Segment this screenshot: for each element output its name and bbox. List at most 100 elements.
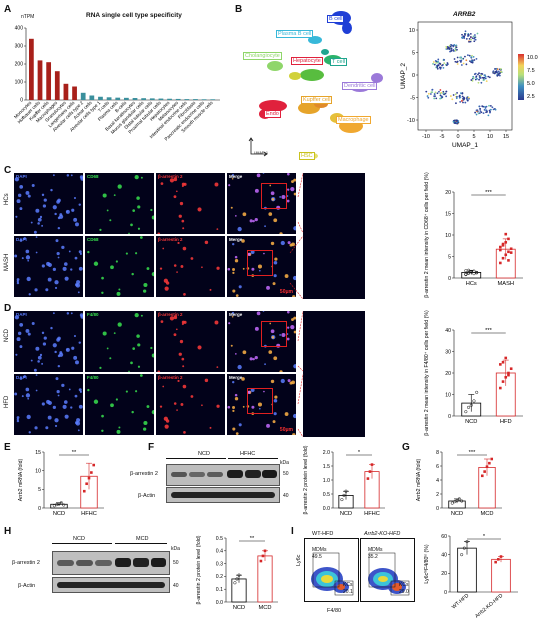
- umap-cell-point: [478, 78, 480, 81]
- micro-dot: [14, 254, 18, 258]
- umap-cell-point: [439, 63, 442, 65]
- chart-h-point: [259, 559, 263, 563]
- umap-cell-point: [494, 68, 496, 70]
- micro-dot: [228, 322, 231, 325]
- chart-a-bar: [37, 60, 43, 100]
- umap-cell-point: [468, 40, 470, 43]
- micro-dot: [25, 255, 31, 260]
- umap-cell-point: [456, 122, 458, 125]
- micro-dot: [26, 276, 31, 282]
- chart-e-point: [85, 482, 88, 486]
- micro-dot: [19, 207, 23, 211]
- micro-dot: [287, 241, 291, 245]
- chart-c-ytick-label: 5: [448, 254, 451, 260]
- blot-f-group-ncd: NCD: [198, 451, 210, 457]
- umap-cell-point: [433, 63, 436, 66]
- chart-c-ytick-label: 15: [445, 211, 451, 217]
- umap-cell-point: [463, 35, 466, 38]
- cluster-label-dendritic-cell: Dendritic cell: [342, 82, 378, 90]
- micro-dot: [110, 403, 114, 408]
- micrograph-c-r1-c3: Merge 50μm: [227, 236, 296, 297]
- micro-dot: [52, 405, 56, 409]
- blot-h-group-ncd: NCD: [73, 536, 85, 542]
- umap-cell-point: [480, 74, 483, 77]
- micro-dot: [173, 195, 177, 199]
- row-label-ncd: NCD: [4, 329, 10, 342]
- micrograph-c-r0-c2: β-arrestin 2: [156, 173, 225, 234]
- micro-dot: [128, 232, 130, 234]
- umap-cell-point: [487, 114, 490, 117]
- micro-dot: [19, 323, 24, 327]
- blot-h-band-arrestin: [52, 551, 170, 575]
- micro-dot: [101, 276, 104, 280]
- micro-dot: [137, 227, 141, 230]
- umap-cell-point: [456, 95, 458, 98]
- micro-dot: [160, 320, 164, 323]
- cluster-label-b-cell: B cell: [327, 15, 345, 23]
- umap-cell-point: [455, 102, 457, 105]
- micro-dot: [231, 173, 235, 176]
- micro-dot: [66, 174, 70, 177]
- micro-dot: [263, 252, 265, 255]
- panel-label-e: E: [4, 442, 11, 453]
- micro-dot: [130, 223, 133, 227]
- blot-f-group-hfhc: HFHC: [240, 451, 256, 457]
- micro-dot: [279, 196, 282, 198]
- micro-dot: [143, 282, 148, 288]
- panel-label-h: H: [4, 526, 12, 537]
- chart-a-bar: [80, 92, 86, 100]
- umap-cell-point: [461, 100, 463, 102]
- micro-dot: [79, 175, 83, 179]
- micro-dot: [249, 357, 253, 361]
- micro-dot: [293, 178, 296, 182]
- micro-dot: [270, 379, 275, 384]
- micro-dot: [273, 398, 278, 403]
- micro-dot: [157, 370, 161, 372]
- umap-cell-point: [469, 36, 472, 38]
- umap-cell-point: [494, 71, 497, 74]
- micro-dot: [230, 206, 233, 209]
- chart-i-category: Arrb2-KO-HFD: [474, 593, 504, 620]
- zoom-region-box: [247, 250, 273, 276]
- umap-xtick-label: 0: [456, 134, 459, 140]
- micro-dot: [181, 184, 184, 188]
- umap-cell-point: [452, 120, 455, 123]
- umap-cell-point: [461, 36, 464, 39]
- micro-dot: [52, 174, 55, 177]
- micro-dot: [204, 240, 209, 245]
- micro-dot: [30, 359, 33, 362]
- micro-dot: [21, 395, 24, 398]
- umap-ytick-label: 10: [409, 28, 415, 34]
- chart-d-point: [501, 360, 505, 364]
- chart-a-bar: [149, 98, 155, 100]
- micro-dot: [37, 360, 40, 363]
- micro-dot: [33, 368, 37, 372]
- umap-cell-point: [473, 37, 476, 40]
- micro-dot: [117, 184, 122, 189]
- umap-cell-point: [453, 119, 456, 122]
- chart-a-bar: [46, 62, 52, 100]
- panel-label-a: A: [4, 4, 12, 15]
- micro-dot: [281, 195, 286, 200]
- chart-a-title: RNA single cell type specificity: [86, 12, 182, 19]
- micro-dot: [257, 264, 263, 269]
- micrograph-c-r0-c0: DAPI: [14, 173, 83, 234]
- umap-ytick-label: 5: [412, 51, 415, 57]
- umap-cell-point: [492, 108, 495, 111]
- chart-g: 0 2 4 6 8 Arrb2 mRNA (fold) NCD MCD ***: [416, 450, 502, 517]
- micro-dot: [102, 193, 107, 198]
- micro-dot: [163, 278, 168, 283]
- umap-cell-point: [496, 71, 499, 74]
- micro-dot: [151, 353, 154, 358]
- micro-dot: [57, 336, 61, 341]
- micro-dot: [19, 345, 23, 349]
- chart-c-point: [507, 259, 510, 262]
- chart-c-point: [504, 241, 508, 244]
- micro-dot: [139, 374, 143, 377]
- umap-xtick-label: -10: [422, 134, 430, 140]
- umap-cell-point: [473, 40, 476, 43]
- umap-cell-point: [445, 90, 448, 93]
- chart-f-ytick-label: 0.0: [323, 506, 330, 512]
- cluster-label-hsc: HSC: [299, 152, 315, 160]
- micro-dot: [57, 226, 61, 230]
